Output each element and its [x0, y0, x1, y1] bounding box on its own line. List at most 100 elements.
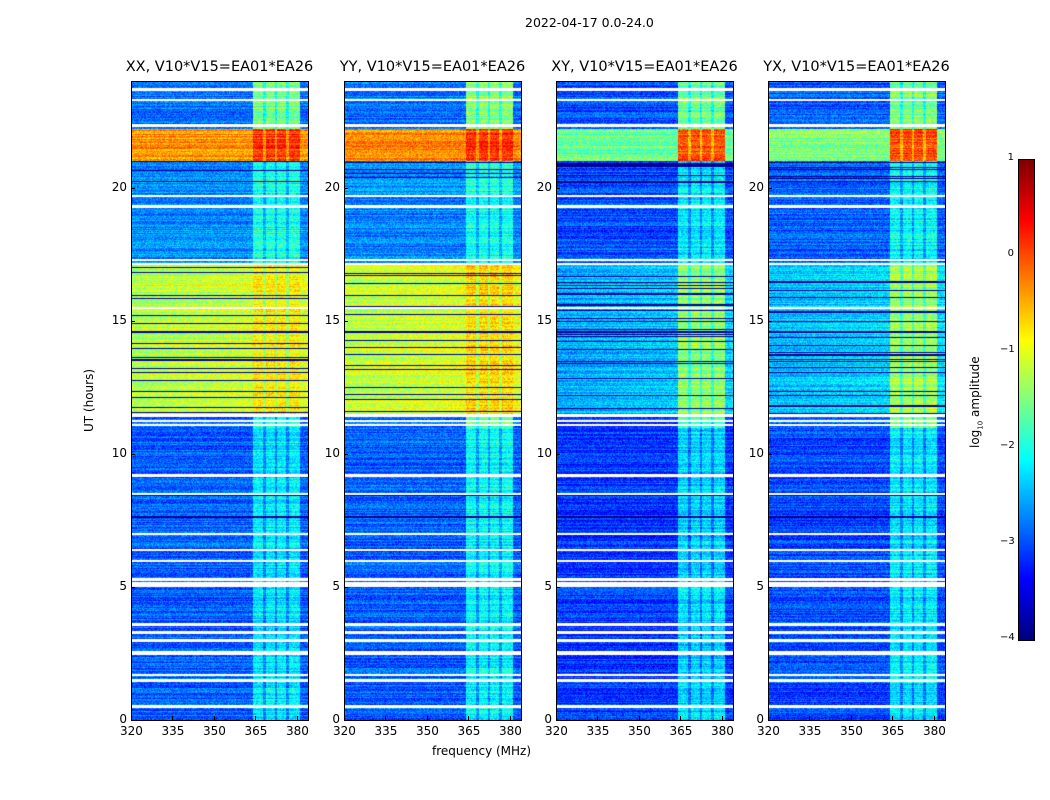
x-tick-label: 335: [586, 724, 610, 738]
colorbar-tick-label: −1: [1000, 344, 1015, 355]
x-tick-label: 335: [374, 724, 398, 738]
y-tick: [131, 320, 135, 322]
y-tick-label: 15: [324, 312, 340, 327]
x-tick-label: 320: [545, 724, 568, 738]
x-tick: [809, 716, 811, 720]
y-tick: [768, 320, 772, 322]
x-tick: [597, 716, 599, 720]
x-tick: [850, 716, 852, 720]
y-tick: [131, 453, 135, 455]
y-tick: [344, 720, 348, 721]
heatmap-panel-xx: [131, 81, 308, 720]
y-tick: [556, 586, 560, 588]
y-tick: [344, 453, 348, 455]
x-tick: [385, 716, 387, 720]
y-tick: [768, 586, 772, 588]
y-tick-label: 5: [756, 578, 764, 593]
x-tick-label: 380: [710, 724, 734, 738]
x-tick-label: 365: [669, 724, 693, 738]
x-tick-label: 380: [498, 724, 522, 738]
x-tick: [556, 716, 557, 720]
y-tick-label: 5: [332, 578, 340, 593]
y-tick: [344, 187, 348, 189]
x-tick: [721, 716, 723, 720]
y-tick-label: 0: [119, 712, 127, 726]
x-tick-label: 320: [757, 724, 780, 738]
colorbar-tick-label: −2: [1000, 440, 1015, 451]
colorbar-tick-label: −4: [1000, 632, 1015, 643]
panel-title: YY, V10*V15=EA01*EA26: [339, 59, 526, 75]
y-tick-label: 15: [536, 312, 552, 327]
x-tick: [768, 716, 769, 720]
x-tick: [426, 716, 428, 720]
y-tick: [344, 320, 348, 322]
heatmap-panel-xy: [556, 81, 733, 720]
y-tick-label: 10: [324, 445, 340, 460]
y-tick: [131, 586, 135, 588]
x-tick: [509, 716, 511, 720]
y-tick: [556, 187, 560, 189]
y-tick-label: 15: [111, 312, 127, 327]
y-tick: [344, 586, 348, 588]
colorbar-tick-label: 1: [1007, 152, 1014, 163]
x-tick: [344, 716, 345, 720]
x-tick: [933, 716, 935, 720]
y-tick-label: 10: [748, 445, 764, 460]
x-tick: [296, 716, 298, 720]
y-tick-label: 0: [544, 712, 552, 726]
colorbar-tick-label: 0: [1007, 248, 1014, 259]
y-axis-label: UT (hours): [82, 368, 96, 432]
y-tick: [556, 720, 560, 721]
colorbar-label: log10 amplitude: [968, 356, 985, 448]
y-tick: [768, 187, 772, 189]
x-tick-label: 350: [415, 724, 439, 738]
x-tick-label: 380: [285, 724, 309, 738]
x-tick-label: 365: [457, 724, 481, 738]
x-tick-label: 350: [202, 724, 226, 738]
y-tick-label: 20: [324, 179, 340, 194]
y-tick-label: 10: [536, 445, 552, 460]
x-tick-label: 320: [120, 724, 143, 738]
x-tick-label: 320: [333, 724, 356, 738]
x-tick-label: 335: [161, 724, 185, 738]
y-tick: [768, 720, 772, 721]
panel-title: YX, V10*V15=EA01*EA26: [763, 59, 950, 75]
y-tick: [768, 453, 772, 455]
heatmap-panel-yx: [768, 81, 945, 720]
x-tick: [213, 716, 215, 720]
x-tick-label: 350: [839, 724, 863, 738]
x-tick: [892, 716, 894, 720]
x-tick: [131, 716, 132, 720]
x-axis-label: frequency (MHz): [432, 744, 532, 758]
y-tick-label: 0: [756, 712, 764, 726]
x-tick: [468, 716, 470, 720]
y-tick-label: 5: [544, 578, 552, 593]
colorbar: [1019, 160, 1034, 640]
x-tick-label: 350: [627, 724, 651, 738]
x-tick: [172, 716, 174, 720]
y-tick: [556, 453, 560, 455]
y-tick: [131, 187, 135, 189]
y-tick-label: 20: [748, 179, 764, 194]
y-tick-label: 20: [111, 179, 127, 194]
y-tick-label: 15: [748, 312, 764, 327]
heatmap-panel-yy: [344, 81, 521, 720]
x-tick: [680, 716, 682, 720]
x-tick-label: 380: [922, 724, 946, 738]
y-tick: [556, 320, 560, 322]
panel-title: XY, V10*V15=EA01*EA26: [551, 59, 738, 75]
x-tick-label: 365: [881, 724, 905, 738]
x-tick-label: 335: [798, 724, 822, 738]
y-tick-label: 20: [536, 179, 552, 194]
suptitle: 2022-04-17 0.0-24.0: [525, 15, 654, 30]
y-tick-label: 0: [332, 712, 340, 726]
panel-title: XX, V10*V15=EA01*EA26: [125, 59, 314, 75]
y-tick-label: 10: [111, 445, 127, 460]
x-tick-label: 365: [244, 724, 268, 738]
y-tick-label: 5: [119, 578, 127, 593]
y-tick: [131, 720, 135, 721]
x-tick: [638, 716, 640, 720]
colorbar-tick-label: −3: [1000, 536, 1015, 547]
x-tick: [255, 716, 257, 720]
